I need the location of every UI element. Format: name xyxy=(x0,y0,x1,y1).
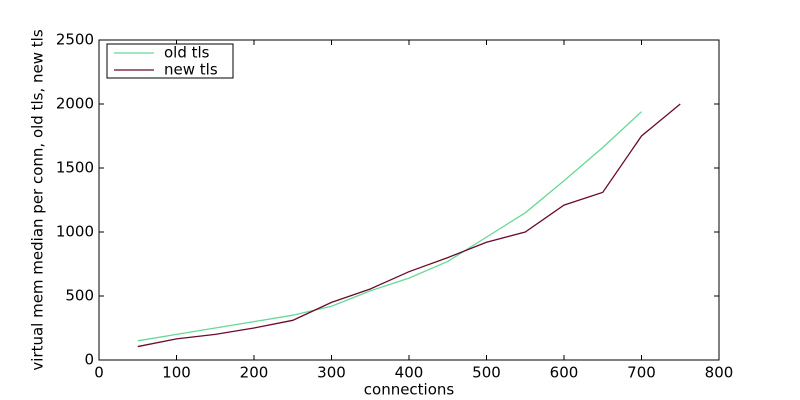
y-axis-label: virtual mem median per conn, old tls, ne… xyxy=(29,29,47,370)
plot-frame xyxy=(98,39,720,361)
x-tick-label: 200 xyxy=(240,364,269,382)
series-line xyxy=(137,111,642,342)
x-tick-label: 100 xyxy=(162,364,191,382)
x-tick-label: 400 xyxy=(395,364,424,382)
x-tick-label: 0 xyxy=(94,364,104,382)
y-tick-label: 1000 xyxy=(56,223,94,241)
legend-box xyxy=(106,43,234,79)
x-tick-label: 600 xyxy=(550,364,579,382)
y-tick-label: 500 xyxy=(65,287,94,305)
y-tick-label: 2000 xyxy=(56,95,94,113)
y-tick-label: 2500 xyxy=(56,31,94,49)
legend-label: new tls xyxy=(164,61,218,79)
x-tick-label: 700 xyxy=(627,364,656,382)
x-tick-label: 800 xyxy=(705,364,734,382)
x-tick-label: 500 xyxy=(472,364,501,382)
series-line xyxy=(137,103,681,348)
x-tick-label: 300 xyxy=(317,364,346,382)
y-tick-label: 0 xyxy=(84,351,94,369)
x-axis-label: connections xyxy=(364,381,455,399)
legend-label: old tls xyxy=(164,44,210,62)
y-tick-label: 1500 xyxy=(56,159,94,177)
